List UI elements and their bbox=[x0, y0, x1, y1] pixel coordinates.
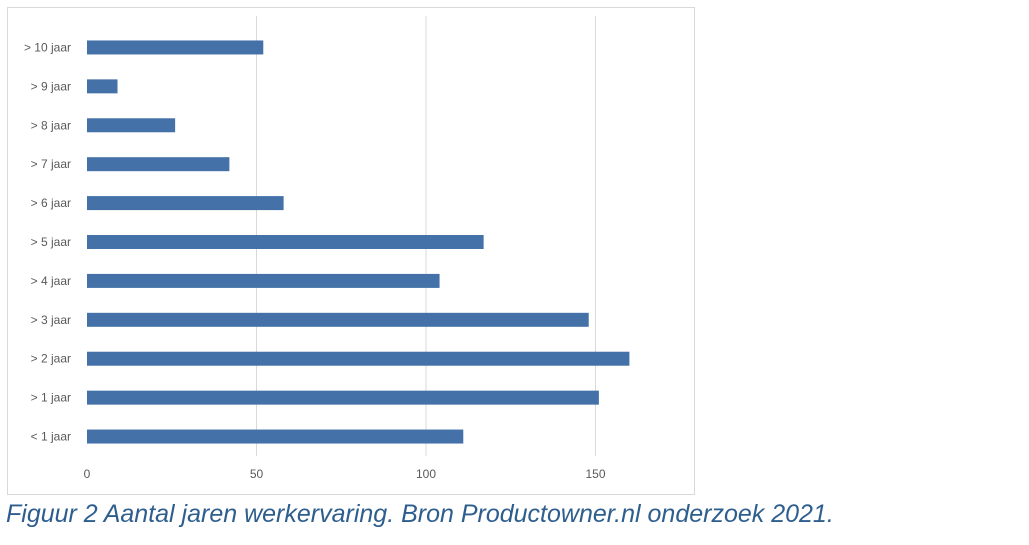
bar-6 bbox=[87, 196, 284, 211]
category-label: > 2 jaar bbox=[31, 352, 71, 366]
category-label: > 10 jaar bbox=[24, 40, 71, 54]
bar-9 bbox=[87, 79, 118, 94]
category-label: > 5 jaar bbox=[31, 235, 71, 249]
bar-5 bbox=[87, 235, 484, 249]
chart-frame bbox=[7, 7, 695, 495]
x-tick-label: 100 bbox=[416, 467, 436, 481]
bar-8 bbox=[87, 118, 176, 133]
bar-4 bbox=[87, 273, 440, 288]
bar-10 bbox=[87, 40, 264, 55]
x-tick-label: 150 bbox=[585, 467, 605, 481]
bars bbox=[87, 40, 630, 444]
bar-7 bbox=[87, 157, 230, 172]
bar-3 bbox=[87, 312, 589, 327]
category-label: > 8 jaar bbox=[31, 118, 71, 132]
bar-0 bbox=[87, 429, 464, 444]
figure-caption: Figuur 2 Aantal jaren werkervaring. Bron… bbox=[6, 500, 834, 528]
category-label: < 1 jaar bbox=[31, 430, 71, 444]
category-label: > 6 jaar bbox=[31, 196, 71, 210]
category-label: > 7 jaar bbox=[31, 157, 71, 171]
x-tick-label: 50 bbox=[250, 467, 264, 481]
category-label: > 1 jaar bbox=[31, 391, 71, 405]
x-tick-label: 0 bbox=[84, 467, 91, 481]
category-label: > 4 jaar bbox=[31, 274, 71, 288]
bar-1 bbox=[87, 390, 599, 405]
bar-2 bbox=[87, 351, 630, 366]
category-labels: < 1 jaar > 1 jaar > 2 jaar > 3 jaar > 4 jaar… bbox=[24, 40, 71, 443]
category-label: > 9 jaar bbox=[31, 79, 71, 93]
category-label: > 3 jaar bbox=[31, 313, 71, 327]
x-tick-labels: 0 50 100 150 bbox=[84, 467, 606, 481]
